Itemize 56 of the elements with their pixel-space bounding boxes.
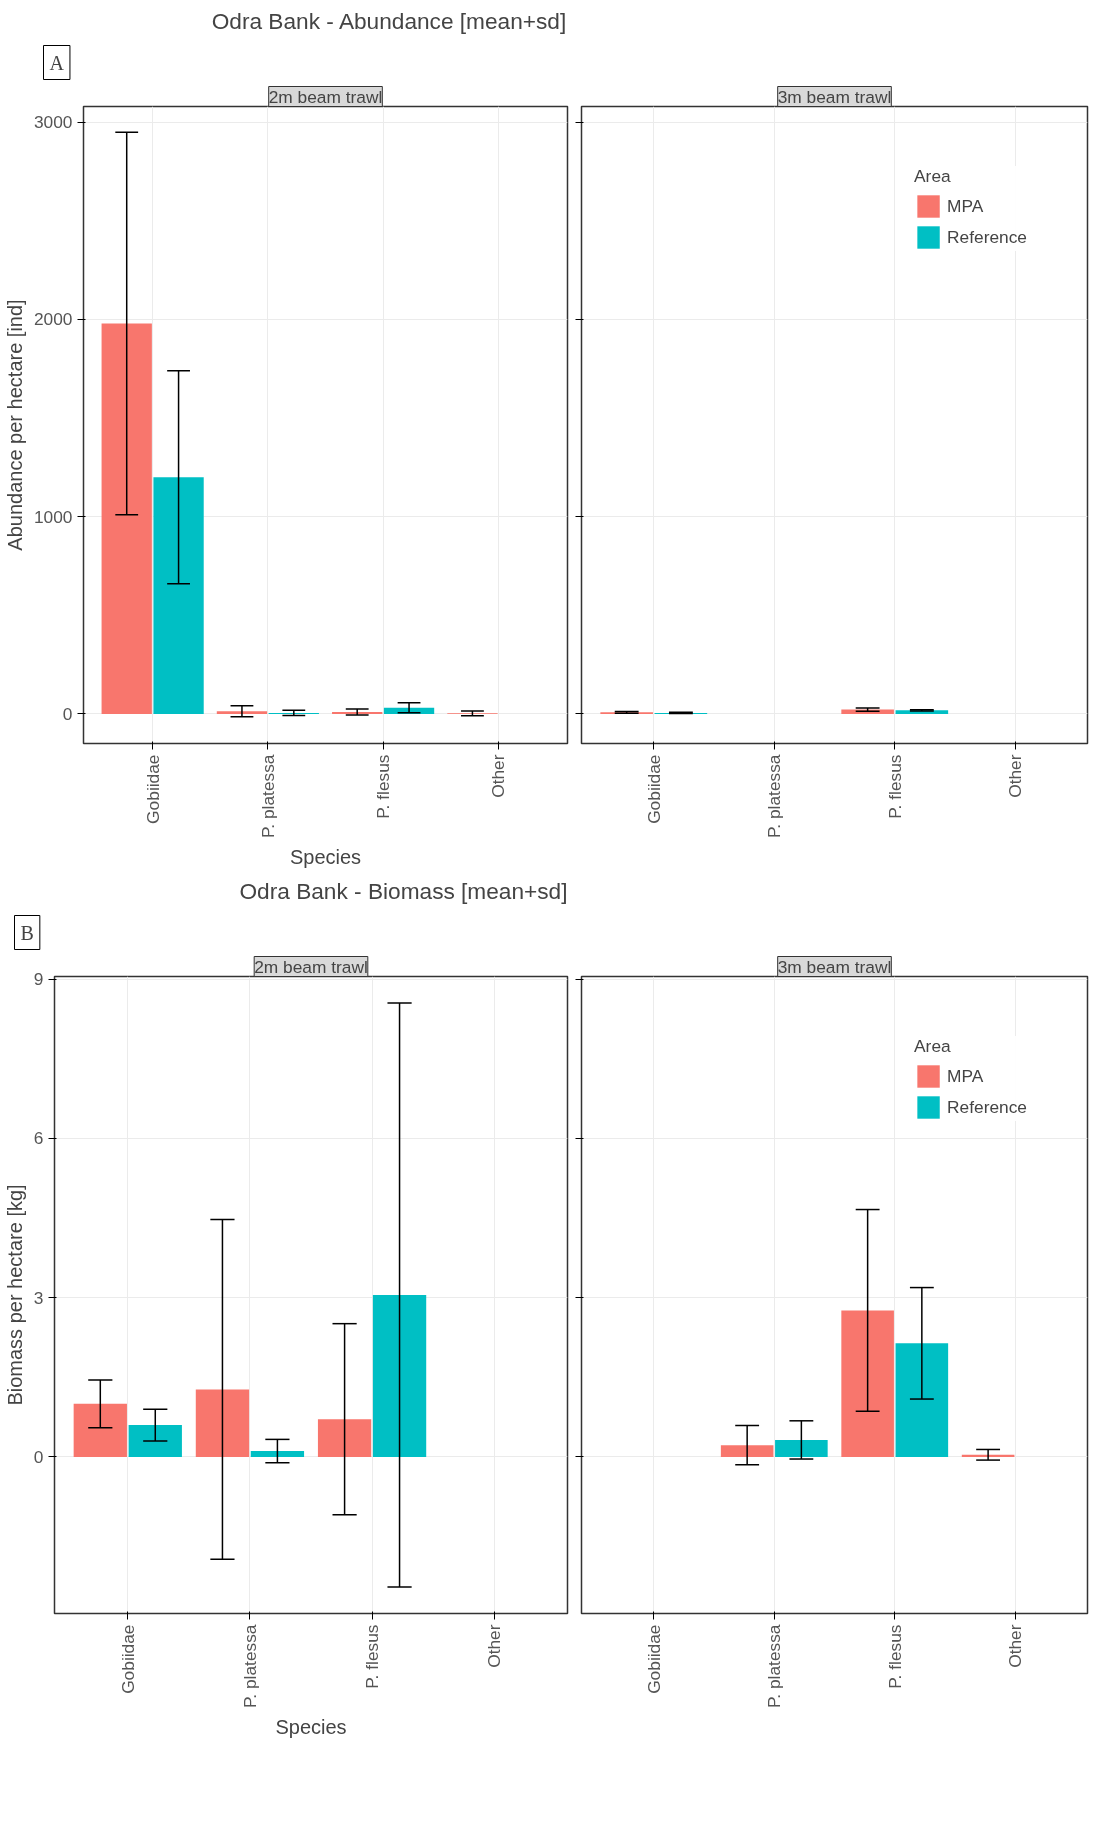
y-tick-label: 9 xyxy=(33,969,44,990)
y-axis-title: Biomass per hectare [kg] xyxy=(3,1184,26,1406)
bar xyxy=(195,1389,250,1457)
bar xyxy=(73,1403,127,1457)
y-tick-label: 3000 xyxy=(33,112,73,133)
text: B xyxy=(20,921,34,944)
chart-subtitle: 3m beam trawl xyxy=(777,86,892,107)
x-tick-label: P. flesus xyxy=(884,1624,905,1689)
legend-label: Reference xyxy=(947,1096,1027,1118)
bar xyxy=(720,1445,774,1457)
x-tick-label: Gobiidae xyxy=(643,1624,664,1694)
y-tick-label: 0 xyxy=(62,703,73,724)
x-tick-label: Gobiidae xyxy=(643,754,664,824)
x-tick-label: Other xyxy=(488,754,509,798)
x-tick-label: Gobiidae xyxy=(117,1624,138,1694)
x-tick-label: P. platessa xyxy=(764,754,785,838)
x-axis-title: Species xyxy=(289,845,362,868)
legend-label: MPA xyxy=(947,1065,984,1087)
y-tick-label: 0 xyxy=(33,1446,44,1467)
text: A xyxy=(49,51,65,74)
legend-title: Area xyxy=(914,1036,952,1057)
bar xyxy=(895,1343,949,1457)
bar xyxy=(383,707,435,714)
bar xyxy=(128,1425,182,1457)
x-tick-label: Other xyxy=(1005,1624,1026,1668)
x-tick-label: Other xyxy=(1005,754,1026,798)
legend-label: MPA xyxy=(947,195,984,217)
chart-subtitle: 3m beam trawl xyxy=(777,956,892,977)
x-tick-label: P. platessa xyxy=(764,1624,785,1708)
bar xyxy=(101,323,152,714)
x-tick-label: Gobiidae xyxy=(142,754,163,824)
chart-title: Odra Bank - Biomass [mean+sd] xyxy=(239,877,568,904)
x-tick-label: P. flesus xyxy=(884,754,905,819)
bar xyxy=(317,1419,372,1457)
legend-title: Area xyxy=(914,166,952,187)
x-tick-label: P. platessa xyxy=(257,754,278,838)
y-tick-label: 6 xyxy=(33,1128,44,1149)
y-tick-label: 1000 xyxy=(33,506,73,527)
x-tick-label: P. platessa xyxy=(239,1624,260,1708)
bar xyxy=(841,1310,894,1457)
x-tick-label: P. flesus xyxy=(362,1624,383,1689)
x-axis-title: Species xyxy=(275,1715,347,1738)
bar xyxy=(153,477,204,714)
bar xyxy=(216,711,268,714)
bar xyxy=(775,1439,828,1457)
bar xyxy=(372,1295,427,1457)
x-tick-label: P. flesus xyxy=(373,754,394,819)
y-tick-label: 2000 xyxy=(33,309,73,330)
legend-label: Reference xyxy=(947,226,1027,248)
x-tick-label: Other xyxy=(484,1624,505,1668)
y-tick-label: 3 xyxy=(33,1287,44,1308)
chart-title: Odra Bank - Abundance [mean+sd] xyxy=(211,7,567,34)
chart-subtitle: 2m beam trawl xyxy=(268,86,383,107)
y-axis-title: Abundance per hectare [ind] xyxy=(3,299,26,551)
chart-subtitle: 2m beam trawl xyxy=(254,956,368,977)
bar xyxy=(250,1451,305,1457)
